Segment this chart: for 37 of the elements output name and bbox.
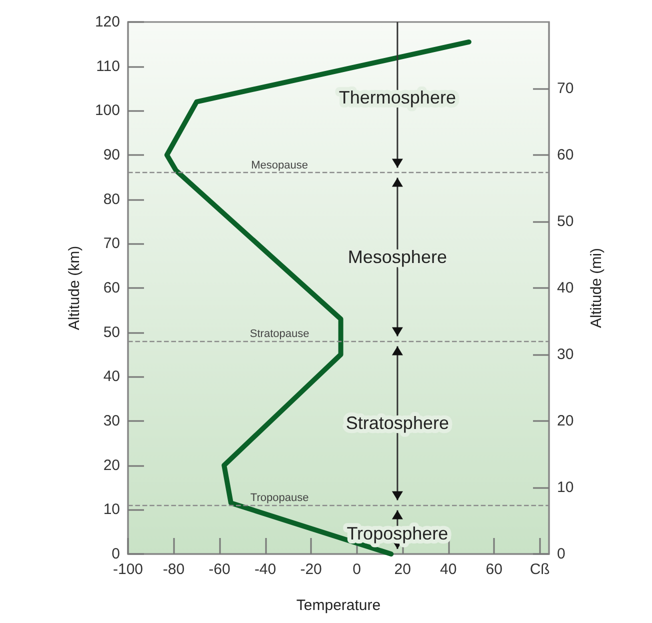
ref-line-label: Tropopause (250, 492, 309, 504)
y-tick-label: 30 (103, 412, 120, 430)
x-tick-label: Cß (530, 561, 550, 578)
ref-line-label: Mesopause (251, 160, 308, 172)
y-tick-label: 60 (103, 280, 120, 296)
y2-tick-label: 40 (557, 280, 574, 296)
y-tick-label: 90 (103, 146, 120, 164)
y-tick-label: 40 (103, 368, 120, 386)
y-tick-label: 10 (103, 501, 120, 518)
x-tick-label: -20 (300, 561, 322, 578)
y2-tick-label: 0 (557, 546, 566, 562)
x-tick-label: -60 (208, 561, 230, 578)
x-tick-label: -40 (254, 561, 276, 578)
y2-tick-label: 10 (557, 479, 574, 496)
x-tick-label: 20 (394, 561, 411, 578)
y2-axis-title: Altitude (mi) (588, 248, 605, 328)
y-tick-label: 80 (103, 190, 120, 208)
y-tick-label: 110 (96, 58, 120, 75)
x-tick-label: -80 (162, 561, 185, 578)
y-tick-label: 0 (112, 546, 120, 562)
y-tick-label: 50 (103, 324, 120, 341)
y2-tick-label: 30 (557, 346, 574, 363)
y2-tick-label: 20 (557, 412, 574, 430)
x-tick-label: 0 (352, 561, 361, 578)
x-tick-label: -100 (112, 561, 144, 578)
y2-tick-label: 50 (557, 213, 574, 230)
y2-tick-label: 70 (557, 80, 574, 97)
y-axis-title: Altitude (km) (66, 246, 83, 330)
y-tick-label: 100 (94, 102, 120, 120)
y-tick-label: 70 (103, 235, 120, 252)
y-tick-label: 20 (103, 456, 120, 474)
y2-tick-label: 60 (557, 146, 574, 164)
y-tick-label: 120 (94, 14, 120, 30)
x-tick-label: 40 (440, 561, 457, 578)
x-tick-label: 60 (486, 561, 502, 578)
ref-line-label: Stratopause (250, 328, 310, 340)
x-axis-title: Temperature (296, 597, 381, 614)
